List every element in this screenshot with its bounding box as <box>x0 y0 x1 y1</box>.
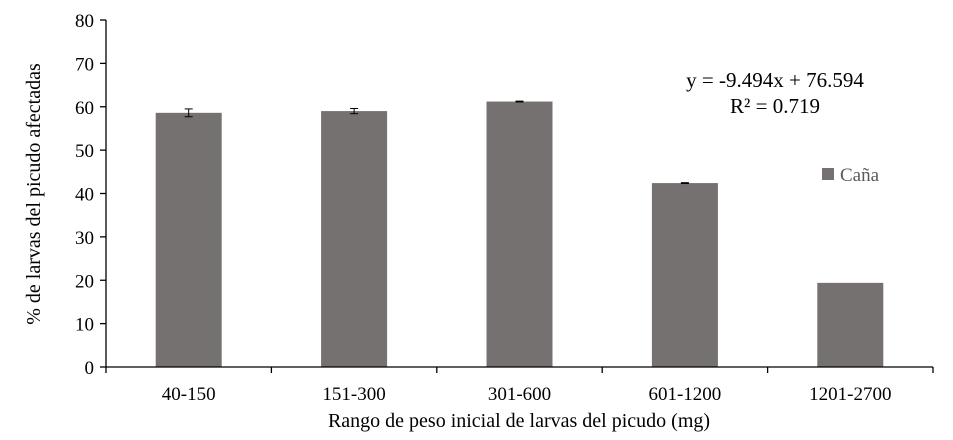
y-axis-title: % de larvas del picudo afectadas <box>23 63 45 325</box>
bar-301-600 <box>486 101 553 368</box>
axes-layer: 40-150 151-300 301-600 601-1200 1201-2700 0 10… <box>75 11 934 405</box>
legend-label: Caña <box>840 165 880 186</box>
error-bar-40-150 <box>184 108 193 118</box>
trendline-equation: y = -9.494x + 76.594 <box>686 68 864 92</box>
y-tick-label: 80 <box>75 11 94 32</box>
x-tick-label: 301-600 <box>488 384 551 405</box>
y-tick-label: 10 <box>75 315 94 336</box>
error-bar-601-1200 <box>680 182 689 185</box>
y-tick-label: 0 <box>85 358 95 379</box>
error-bars-layer <box>184 100 689 185</box>
bars-layer <box>155 101 884 368</box>
bar-601-1200 <box>651 183 718 367</box>
x-tick-label: 151-300 <box>322 384 385 405</box>
y-tick-label: 20 <box>75 271 94 292</box>
x-axis-title: Rango de peso inicial de larvas del picu… <box>328 410 710 432</box>
bar-40-150 <box>155 112 222 367</box>
legend: Caña <box>822 165 880 186</box>
bar-1201-2700 <box>817 282 884 367</box>
x-tick-label: 40-150 <box>162 384 216 405</box>
x-tick-label: 601-1200 <box>648 384 721 405</box>
x-tick-label: 1201-2700 <box>809 384 891 405</box>
error-bar-301-600 <box>515 100 524 103</box>
r-squared-label: R² = 0.719 <box>730 94 820 118</box>
y-tick-label: 60 <box>75 98 94 119</box>
legend-swatch <box>822 168 834 180</box>
y-tick-label: 30 <box>75 228 94 249</box>
bar-151-300 <box>321 111 388 368</box>
y-tick-label: 70 <box>75 54 94 75</box>
error-bar-151-300 <box>350 107 359 115</box>
y-tick-label: 40 <box>75 185 94 206</box>
y-tick-label: 50 <box>75 141 94 162</box>
